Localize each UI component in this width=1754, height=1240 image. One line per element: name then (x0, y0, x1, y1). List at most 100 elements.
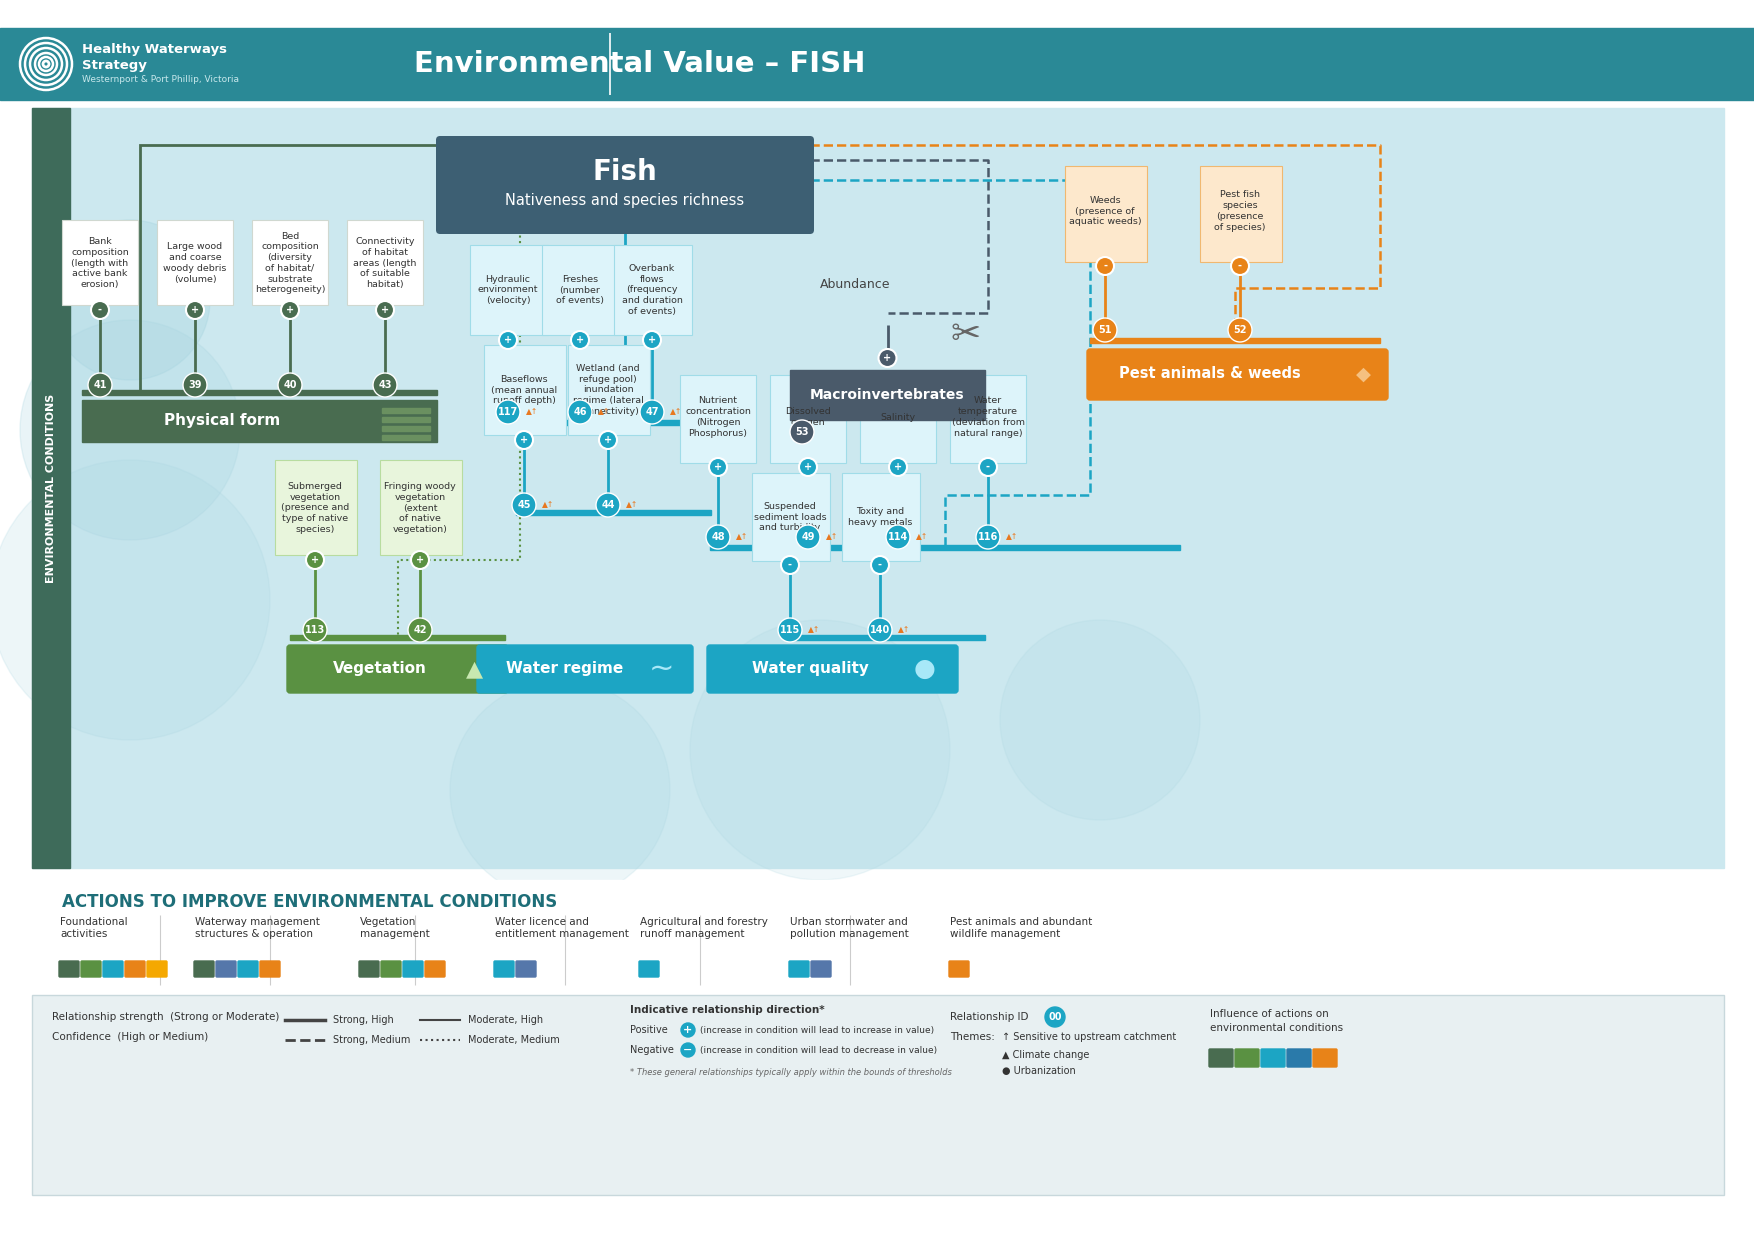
Bar (61, 219, 139, 305)
Bar (275, 460, 358, 556)
Circle shape (889, 458, 907, 476)
Text: Strong, Medium: Strong, Medium (333, 1035, 410, 1045)
Circle shape (596, 494, 619, 517)
Circle shape (689, 620, 951, 880)
Bar (568, 345, 651, 435)
Text: 49: 49 (802, 532, 816, 542)
Text: 51: 51 (1098, 325, 1112, 335)
Circle shape (1000, 620, 1200, 820)
Bar (710, 546, 1180, 551)
Circle shape (1228, 317, 1252, 342)
Circle shape (1231, 257, 1249, 275)
FancyBboxPatch shape (1261, 1049, 1286, 1066)
Text: 117: 117 (498, 407, 517, 417)
Circle shape (644, 331, 661, 348)
Circle shape (789, 420, 814, 444)
Circle shape (281, 301, 298, 319)
Text: Waterway management
structures & operation: Waterway management structures & operati… (195, 918, 319, 939)
Text: Water licence and
entitlement management: Water licence and entitlement management (495, 918, 630, 939)
Text: ▲↑: ▲↑ (898, 625, 910, 635)
FancyBboxPatch shape (60, 961, 79, 977)
FancyBboxPatch shape (495, 961, 514, 977)
Text: −: − (684, 1045, 693, 1055)
Text: +: + (503, 335, 512, 345)
Bar (770, 374, 845, 463)
Text: Negative: Negative (630, 1045, 674, 1055)
Bar (859, 374, 937, 463)
Text: Environmental Value – FISH: Environmental Value – FISH (414, 50, 866, 78)
Circle shape (451, 680, 670, 900)
Text: Urban stormwater and
pollution management: Urban stormwater and pollution managemen… (789, 918, 909, 939)
Text: -: - (788, 560, 793, 570)
Circle shape (979, 458, 996, 476)
Text: 47: 47 (645, 407, 660, 417)
Text: Baseflows
(mean annual
runoff depth): Baseflows (mean annual runoff depth) (491, 374, 558, 405)
Text: Physical form: Physical form (163, 413, 281, 429)
Text: 114: 114 (888, 532, 909, 542)
Text: +: + (575, 335, 584, 345)
FancyBboxPatch shape (403, 961, 423, 977)
FancyBboxPatch shape (707, 645, 958, 693)
Text: Strong, High: Strong, High (333, 1016, 393, 1025)
Text: Bed
composition
(diversity
of habitat/
substrate
heterogeneity): Bed composition (diversity of habitat/ s… (254, 232, 324, 294)
FancyBboxPatch shape (216, 961, 237, 977)
Text: Water quality: Water quality (751, 661, 868, 677)
Text: 52: 52 (1233, 325, 1247, 335)
FancyBboxPatch shape (125, 961, 146, 977)
FancyBboxPatch shape (424, 961, 446, 977)
FancyBboxPatch shape (288, 645, 509, 693)
Text: Westernport & Port Phillip, Victoria: Westernport & Port Phillip, Victoria (82, 76, 239, 84)
FancyBboxPatch shape (195, 961, 214, 977)
Circle shape (374, 373, 396, 397)
FancyBboxPatch shape (1314, 1049, 1337, 1066)
Circle shape (879, 348, 896, 367)
Bar (382, 408, 430, 413)
Text: Strategy: Strategy (82, 58, 147, 72)
Text: 113: 113 (305, 625, 324, 635)
Circle shape (572, 331, 589, 348)
Text: Positive: Positive (630, 1025, 668, 1035)
Circle shape (496, 401, 519, 424)
Bar (381, 460, 461, 556)
Text: ◆: ◆ (1356, 365, 1370, 383)
Text: ENVIRONMENTAL CONDITIONS: ENVIRONMENTAL CONDITIONS (46, 393, 56, 583)
Text: (increase in condition will lead to increase in value): (increase in condition will lead to incr… (700, 1025, 935, 1034)
Circle shape (800, 458, 817, 476)
FancyBboxPatch shape (810, 961, 831, 977)
Text: Relationship ID: Relationship ID (951, 1012, 1028, 1022)
Circle shape (779, 618, 802, 642)
Text: Water
temperature
(deviation from
natural range): Water temperature (deviation from natura… (951, 397, 1024, 438)
Text: -: - (1238, 260, 1242, 272)
Text: Vegetation: Vegetation (333, 661, 426, 677)
Circle shape (796, 525, 821, 549)
FancyBboxPatch shape (1209, 1049, 1233, 1066)
Text: 53: 53 (795, 427, 809, 436)
Circle shape (975, 525, 1000, 549)
Text: ▲↑: ▲↑ (670, 408, 682, 417)
Circle shape (886, 525, 910, 549)
Text: 115: 115 (781, 625, 800, 635)
Text: Confidence  (High or Medium): Confidence (High or Medium) (53, 1032, 209, 1042)
Bar (32, 108, 1724, 868)
FancyBboxPatch shape (1087, 348, 1387, 401)
Circle shape (498, 331, 517, 348)
Text: Foundational
activities: Foundational activities (60, 918, 128, 939)
Circle shape (182, 373, 207, 397)
Circle shape (709, 458, 726, 476)
Text: ▲: ▲ (467, 658, 484, 680)
Circle shape (19, 320, 240, 539)
Text: 46: 46 (574, 407, 588, 417)
Text: -: - (98, 305, 102, 315)
Text: ▲↑: ▲↑ (526, 408, 538, 417)
Text: ▲↑: ▲↑ (542, 501, 554, 510)
Circle shape (681, 1043, 695, 1056)
Text: 44: 44 (602, 500, 614, 510)
Text: Overbank
flows
(frequency
and duration
of events): Overbank flows (frequency and duration o… (621, 264, 682, 316)
Text: environmental conditions: environmental conditions (1210, 1023, 1344, 1033)
Text: * These general relationships typically apply within the bounds of thresholds: * These general relationships typically … (630, 1068, 952, 1078)
Circle shape (681, 1023, 695, 1037)
Bar (614, 246, 693, 335)
Text: Pest animals & weeds: Pest animals & weeds (1119, 367, 1301, 382)
Text: Water regime: Water regime (507, 661, 624, 677)
Circle shape (410, 551, 430, 569)
